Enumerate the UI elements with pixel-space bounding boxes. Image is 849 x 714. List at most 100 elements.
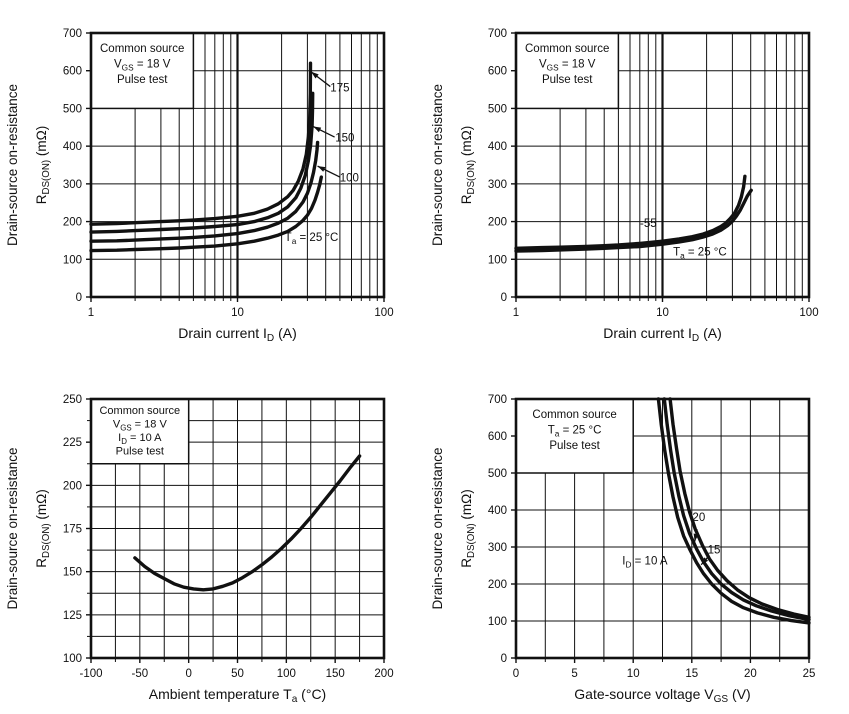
y-tick-label: 400 [488,141,507,153]
label-arrow-head [317,166,326,172]
curve-label: 150 [335,133,354,145]
y-tick-label: 250 [63,394,82,406]
y-tick-label: 0 [76,292,82,304]
chart-rdson-vs-drain-current-high-temp: Common source VGS = 18 V Pulse test 175 150 1… [0,0,425,357]
label-arrow-head [311,71,319,79]
x-axis-label: Gate-source voltage VGS (V) [574,686,750,705]
conditions-text: Common source [532,409,616,421]
conditions-text: Pulse test [549,440,600,452]
y-tick-label: 700 [488,28,507,40]
curve-175C [89,61,313,226]
conditions-text: Pulse test [542,74,593,86]
y-tick-label: 400 [63,141,82,153]
y-axis-label-line1: Drain-source on-resistance [5,84,20,246]
y-axis-label-line2: RDS(ON) (mΩ) [459,489,477,567]
x-tick-label: 100 [277,668,296,680]
x-tick-label: 25 [803,668,816,680]
x-tick-label: 1 [88,307,94,319]
y-tick-label: 600 [488,431,507,443]
x-tick-label: 100 [799,307,818,319]
curve-10A [656,397,811,625]
curve-label: -55 [640,218,657,230]
curve-label: ID = 10 A [622,555,668,569]
y-tick-label: 100 [63,653,82,665]
curve-label: 20 [692,512,705,524]
chart-rdson-vs-drain-current-low-temp: Common source VGS = 18 V Pulse test -55 Ta =… [425,0,849,357]
conditions-text: Pulse test [117,74,168,86]
y-tick-label: 200 [488,579,507,591]
conditions-box [515,398,634,474]
x-tick-label: 0 [185,668,191,680]
conditions-text: Common source [99,405,180,417]
y-axis-label-line1: Drain-source on-resistance [430,84,445,246]
curve-150C [89,91,315,234]
x-tick-label: 50 [231,668,244,680]
y-tick-label: 300 [63,179,82,191]
y-tick-label: 700 [63,28,82,40]
conditions-text: ID = 10 A [118,432,162,446]
label-arrow-head [701,557,709,565]
y-tick-label: 125 [63,610,82,622]
curve-rdson-vs-temperature [133,454,362,592]
x-axis-label: Drain current ID (A) [178,325,297,344]
chart-rdson-vs-ambient-temperature: Common source VGS = 18 V ID = 10 A Pulse te… [0,357,425,714]
curve-20A [668,397,811,619]
conditions-text: VGS = 18 V [539,59,596,73]
x-tick-label: -100 [79,668,102,680]
y-tick-label: 200 [63,480,82,492]
y-tick-label: 300 [488,179,507,191]
x-tick-label: 0 [513,668,519,680]
x-axis-label: Ambient temperature Ta (°C) [149,686,326,705]
y-tick-label: 100 [63,254,82,266]
x-tick-label: 10 [231,307,244,319]
y-tick-label: 200 [488,217,507,229]
y-axis-label-line1: Drain-source on-resistance [430,447,445,609]
x-tick-label: 10 [656,307,669,319]
curve-label: Ta = 25 °C [673,247,727,261]
curve-label: Ta = 25 °C [285,232,339,246]
x-tick-label: 150 [326,668,345,680]
x-tick-label: 200 [374,668,393,680]
y-tick-label: 500 [488,468,507,480]
y-tick-label: 500 [488,103,507,115]
curve-label: 100 [340,173,359,185]
y-tick-label: 200 [63,217,82,229]
y-tick-label: 0 [501,653,507,665]
x-tick-label: 100 [374,307,393,319]
x-tick-label: 10 [627,668,640,680]
x-tick-label: -50 [132,668,149,680]
y-axis-label-line2: RDS(ON) (mΩ) [34,126,52,204]
y-tick-label: 300 [488,542,507,554]
x-tick-label: 15 [685,668,698,680]
y-tick-label: 600 [488,66,507,78]
conditions-text: VGS = 18 V [114,59,171,73]
curve-25C [514,188,753,253]
label-arrow-head [313,126,322,133]
conditions-text: Ta = 25 °C [548,425,602,439]
conditions-box [90,398,190,465]
chart-rdson-vs-gate-source-voltage: Common source Ta = 25 °C Pulse test 20 15 ID … [425,357,849,714]
y-tick-label: 400 [488,505,507,517]
conditions-text: VGS = 18 V [113,419,168,433]
y-tick-label: 600 [63,66,82,78]
curve-25C [89,175,323,253]
conditions-text: Common source [100,43,184,55]
x-tick-label: 5 [571,668,577,680]
curve-label: 15 [708,545,721,557]
conditions-text: Common source [525,43,609,55]
y-axis-label-line2: RDS(ON) (mΩ) [34,489,52,567]
y-tick-label: 100 [488,616,507,628]
curve-minus55C [514,174,747,250]
x-tick-label: 1 [513,307,519,319]
conditions-text: Pulse test [116,446,164,458]
curve-100C [89,140,320,243]
curve-label: 175 [330,82,349,94]
x-axis-label: Drain current ID (A) [603,325,722,344]
y-tick-label: 500 [63,103,82,115]
y-tick-label: 700 [488,394,507,406]
